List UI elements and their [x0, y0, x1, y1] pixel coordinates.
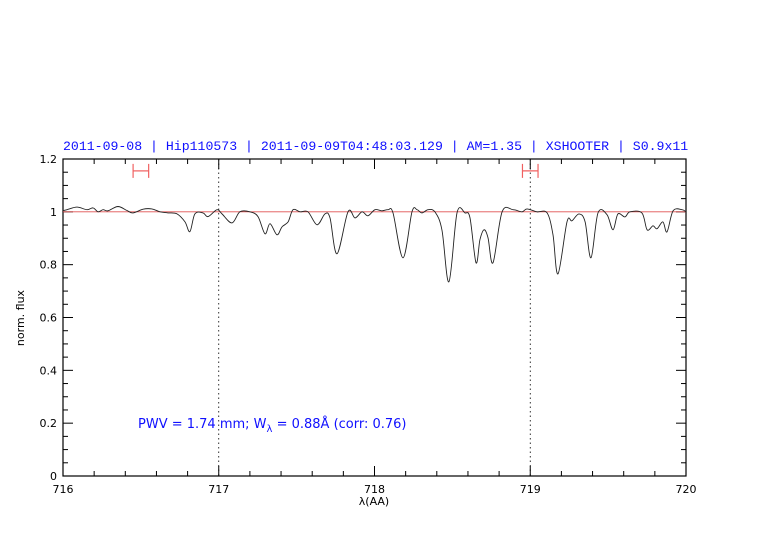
y-tick-label: 0.4	[40, 364, 58, 377]
y-tick-label: 1	[50, 206, 57, 219]
y-tick-label: 0.2	[40, 417, 58, 430]
plot-frame	[62, 158, 687, 477]
annotation-suffix: = 0.88Å (corr: 0.76)	[272, 416, 406, 432]
x-axis-label: λ(AA)	[359, 495, 389, 508]
x-tick-label: 718	[364, 483, 385, 496]
overlays	[63, 159, 686, 476]
x-tick-label: 716	[53, 483, 74, 496]
annotation-subscript: λ	[267, 424, 273, 435]
tick-labels: 716 717 718 719 720 0 0.2 0.4 0.6 0.8 1 1.2	[40, 153, 697, 496]
y-axis-label: norm. flux	[14, 289, 27, 346]
spectrum-line	[62, 206, 687, 283]
annotation-prefix: PWV = 1.74 mm; W	[138, 417, 267, 432]
y-tick-label: 0.6	[40, 312, 58, 325]
range-marker	[521, 163, 539, 178]
x-tick-label: 720	[676, 483, 697, 496]
y-tick-label: 1.2	[40, 153, 58, 166]
range-marker	[132, 163, 150, 178]
x-tick-label: 717	[208, 483, 229, 496]
y-tick-label: 0.8	[40, 259, 58, 272]
chart-title: 2011-09-08 | Hip110573 | 2011-09-09T04:4…	[63, 139, 688, 154]
pwv-annotation: PWV = 1.74 mm; Wλ = 0.88Å (corr: 0.76)	[138, 416, 407, 435]
y-tick-label: 0	[50, 470, 57, 483]
x-tick-label: 719	[520, 483, 541, 496]
